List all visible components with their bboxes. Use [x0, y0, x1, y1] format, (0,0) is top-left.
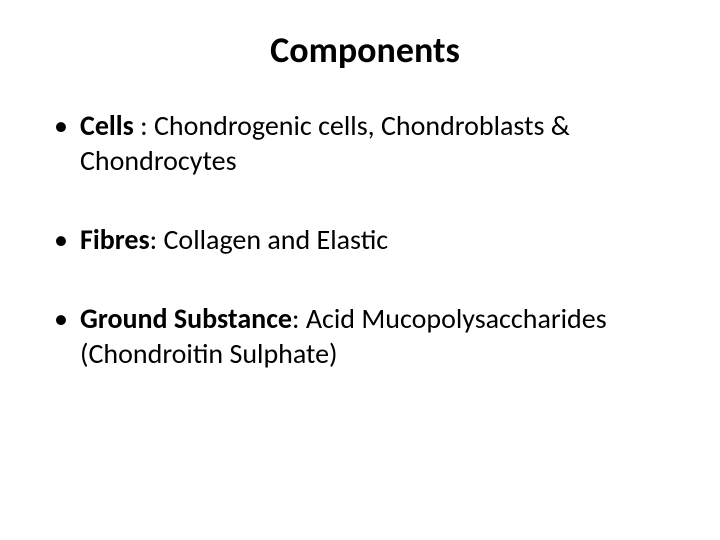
list-item: Cells : Chondrogenic cells, Chondroblast…: [50, 108, 680, 178]
item-label: Ground Substance: [80, 301, 292, 336]
slide-title: Components: [50, 28, 680, 72]
item-text: Chondrogenic cells, Chondroblasts & Chon…: [80, 108, 570, 178]
item-separator: :: [134, 108, 154, 143]
item-label: Cells: [80, 108, 134, 143]
bullet-list: Cells : Chondrogenic cells, Chondroblast…: [50, 108, 680, 371]
list-item: Fibres: Collagen and Elastic: [50, 222, 680, 257]
item-separator: :: [150, 222, 164, 257]
item-separator: :: [292, 301, 306, 336]
list-item: Ground Substance: Acid Mucopolysaccharid…: [50, 301, 680, 371]
item-label: Fibres: [80, 222, 150, 257]
item-text: Collagen and Elastic: [164, 222, 389, 257]
